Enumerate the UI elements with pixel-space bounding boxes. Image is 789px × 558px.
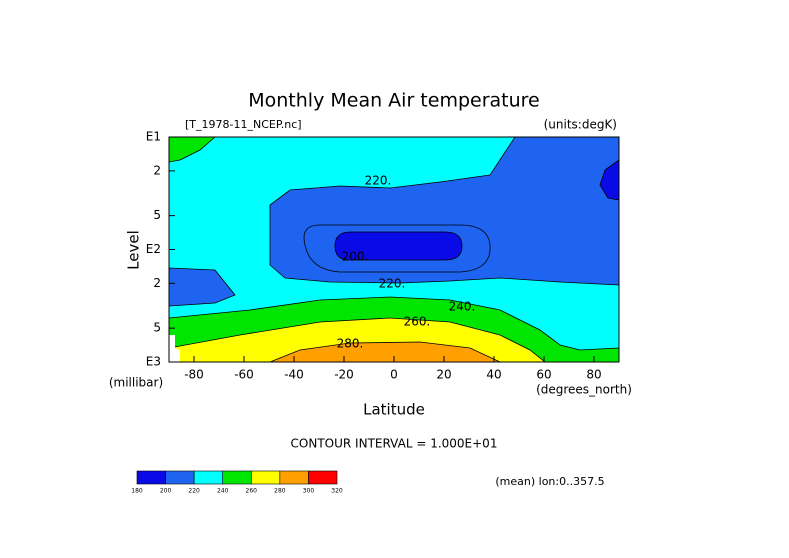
contour-label: 220.	[379, 277, 406, 291]
colorbar-box	[279, 470, 309, 485]
y-axis-label: Level	[125, 230, 143, 270]
colorbar-label: 200	[160, 488, 172, 495]
colorbar-label: 180	[131, 488, 143, 495]
x-tick-label: -40	[284, 368, 304, 382]
contour-label: 240.	[449, 300, 476, 314]
x-axis-label: Latitude	[363, 401, 425, 419]
contour-region	[169, 267, 236, 307]
contour-region	[334, 231, 463, 261]
x-tick-label: -20	[334, 368, 354, 382]
x-tick-label: -80	[184, 368, 204, 382]
colorbar-box	[136, 470, 166, 485]
y-tick-label: E1	[146, 130, 161, 144]
colorbar-label: 260	[246, 488, 258, 495]
x-tick-label: 60	[536, 368, 551, 382]
y-axis-units: (millibar)	[109, 376, 163, 390]
x-tick-label: 40	[486, 368, 501, 382]
y-tick-label: 2	[153, 163, 161, 177]
chart-title: Monthly Mean Air temperature	[248, 90, 539, 112]
x-tick-label: 0	[390, 368, 398, 382]
contour-interval: CONTOUR INTERVAL = 1.000E+01	[291, 437, 498, 451]
colorbar-box	[222, 470, 252, 485]
contour-label: 260.	[404, 315, 431, 329]
contour-region	[599, 159, 619, 201]
x-axis-units: (degrees_north)	[536, 383, 632, 397]
colorbar-box	[308, 470, 338, 485]
x-tick-label: -60	[234, 368, 254, 382]
y-tick-label: 5	[153, 321, 161, 335]
colorbar-label: 220	[188, 488, 200, 495]
colorbar-box	[193, 470, 224, 485]
y-tick-label: 2	[153, 276, 161, 290]
x-tick-label: 20	[436, 368, 451, 382]
contour-label: 280.	[337, 337, 364, 351]
contour-field	[169, 137, 619, 362]
subtitle-left: [T_1978-11_NCEP.nc]	[185, 118, 302, 131]
mean-note: (mean) lon:0..357.5	[495, 475, 604, 488]
missing-data	[169, 335, 180, 362]
contour-line	[303, 224, 491, 273]
subtitle-right: (units:degK)	[544, 118, 617, 132]
colorbar-label: 300	[303, 488, 315, 495]
contour-region	[269, 341, 501, 362]
colorbar-box	[165, 470, 195, 485]
colorbar-label: 240	[217, 488, 229, 495]
colorbar-box	[250, 470, 281, 485]
y-tick-label: 5	[153, 208, 161, 222]
contour-label: 200.	[342, 250, 369, 264]
colorbar-label: 280	[274, 488, 286, 495]
contour-label: 220.	[365, 174, 392, 188]
contour-region	[169, 137, 216, 163]
y-tick-label: E2	[146, 242, 161, 256]
colorbar-label: 320	[331, 488, 343, 495]
y-tick-label: E3	[146, 355, 161, 369]
x-tick-label: 80	[586, 368, 601, 382]
